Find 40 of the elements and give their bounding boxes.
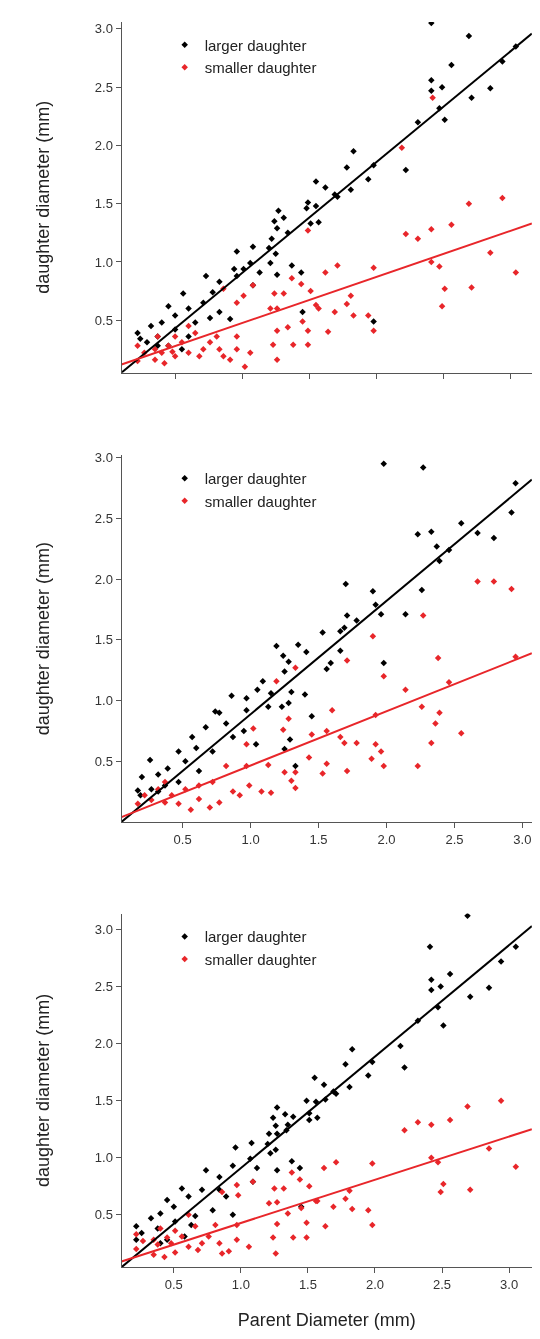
x-tick-label: 0.5 [164, 1276, 183, 1292]
x-tick-label: 2.5 [433, 1276, 452, 1292]
y-tick-label: 2.5 [94, 79, 113, 95]
y-tick-label: 1.0 [94, 254, 113, 270]
legend-label: smaller daughter [204, 59, 317, 77]
y-tick-label: 1.5 [94, 632, 113, 648]
y-axis-title: daughter diameter (mm) [33, 100, 54, 294]
legend-label: larger daughter [204, 470, 307, 488]
y-tick-label: 2.0 [94, 138, 113, 153]
y-tick-label: 0.5 [94, 1207, 113, 1223]
x-tick-label: 1.5 [309, 831, 328, 847]
x-tick-label: 2.0 [377, 831, 396, 847]
y-tick-label: 1.5 [94, 196, 113, 212]
y-tick-label: 1.0 [94, 1150, 113, 1166]
legend-label: smaller daughter [204, 950, 317, 968]
y-tick-label: 2.0 [94, 1036, 113, 1052]
y-tick-label: 3.0 [94, 922, 113, 938]
y-tick-label: 2.5 [94, 979, 113, 995]
x-tick-label: 1.0 [241, 831, 260, 847]
x-axis-title: Parent Diameter (mm) [237, 1309, 416, 1330]
y-tick-label: 3.0 [94, 21, 113, 37]
y-tick-label: 1.0 [94, 693, 113, 709]
x-tick-label: 3.0 [513, 831, 532, 847]
legend-label: larger daughter [204, 928, 307, 946]
y-tick-label: 3.0 [94, 450, 113, 466]
x-tick-label: 1.0 [231, 1276, 250, 1292]
y-axis-title: daughter diameter (mm) [33, 993, 54, 1187]
x-tick-label: 1.5 [298, 1276, 317, 1292]
y-tick-label: 2.0 [94, 571, 113, 587]
legend-label: larger daughter [204, 36, 307, 54]
x-tick-label: 0.5 [173, 831, 192, 847]
legend-label: smaller daughter [204, 492, 317, 510]
x-tick-label: 2.5 [445, 831, 464, 847]
x-tick-label: 2.0 [365, 1276, 385, 1292]
y-tick-label: 1.5 [94, 1093, 113, 1109]
y-tick-label: 2.5 [94, 511, 113, 527]
y-axis-title: daughter diameter (mm) [33, 542, 54, 736]
y-tick-label: 0.5 [94, 753, 113, 769]
y-tick-label: 0.5 [94, 312, 113, 328]
x-tick-label: 3.0 [500, 1276, 519, 1292]
